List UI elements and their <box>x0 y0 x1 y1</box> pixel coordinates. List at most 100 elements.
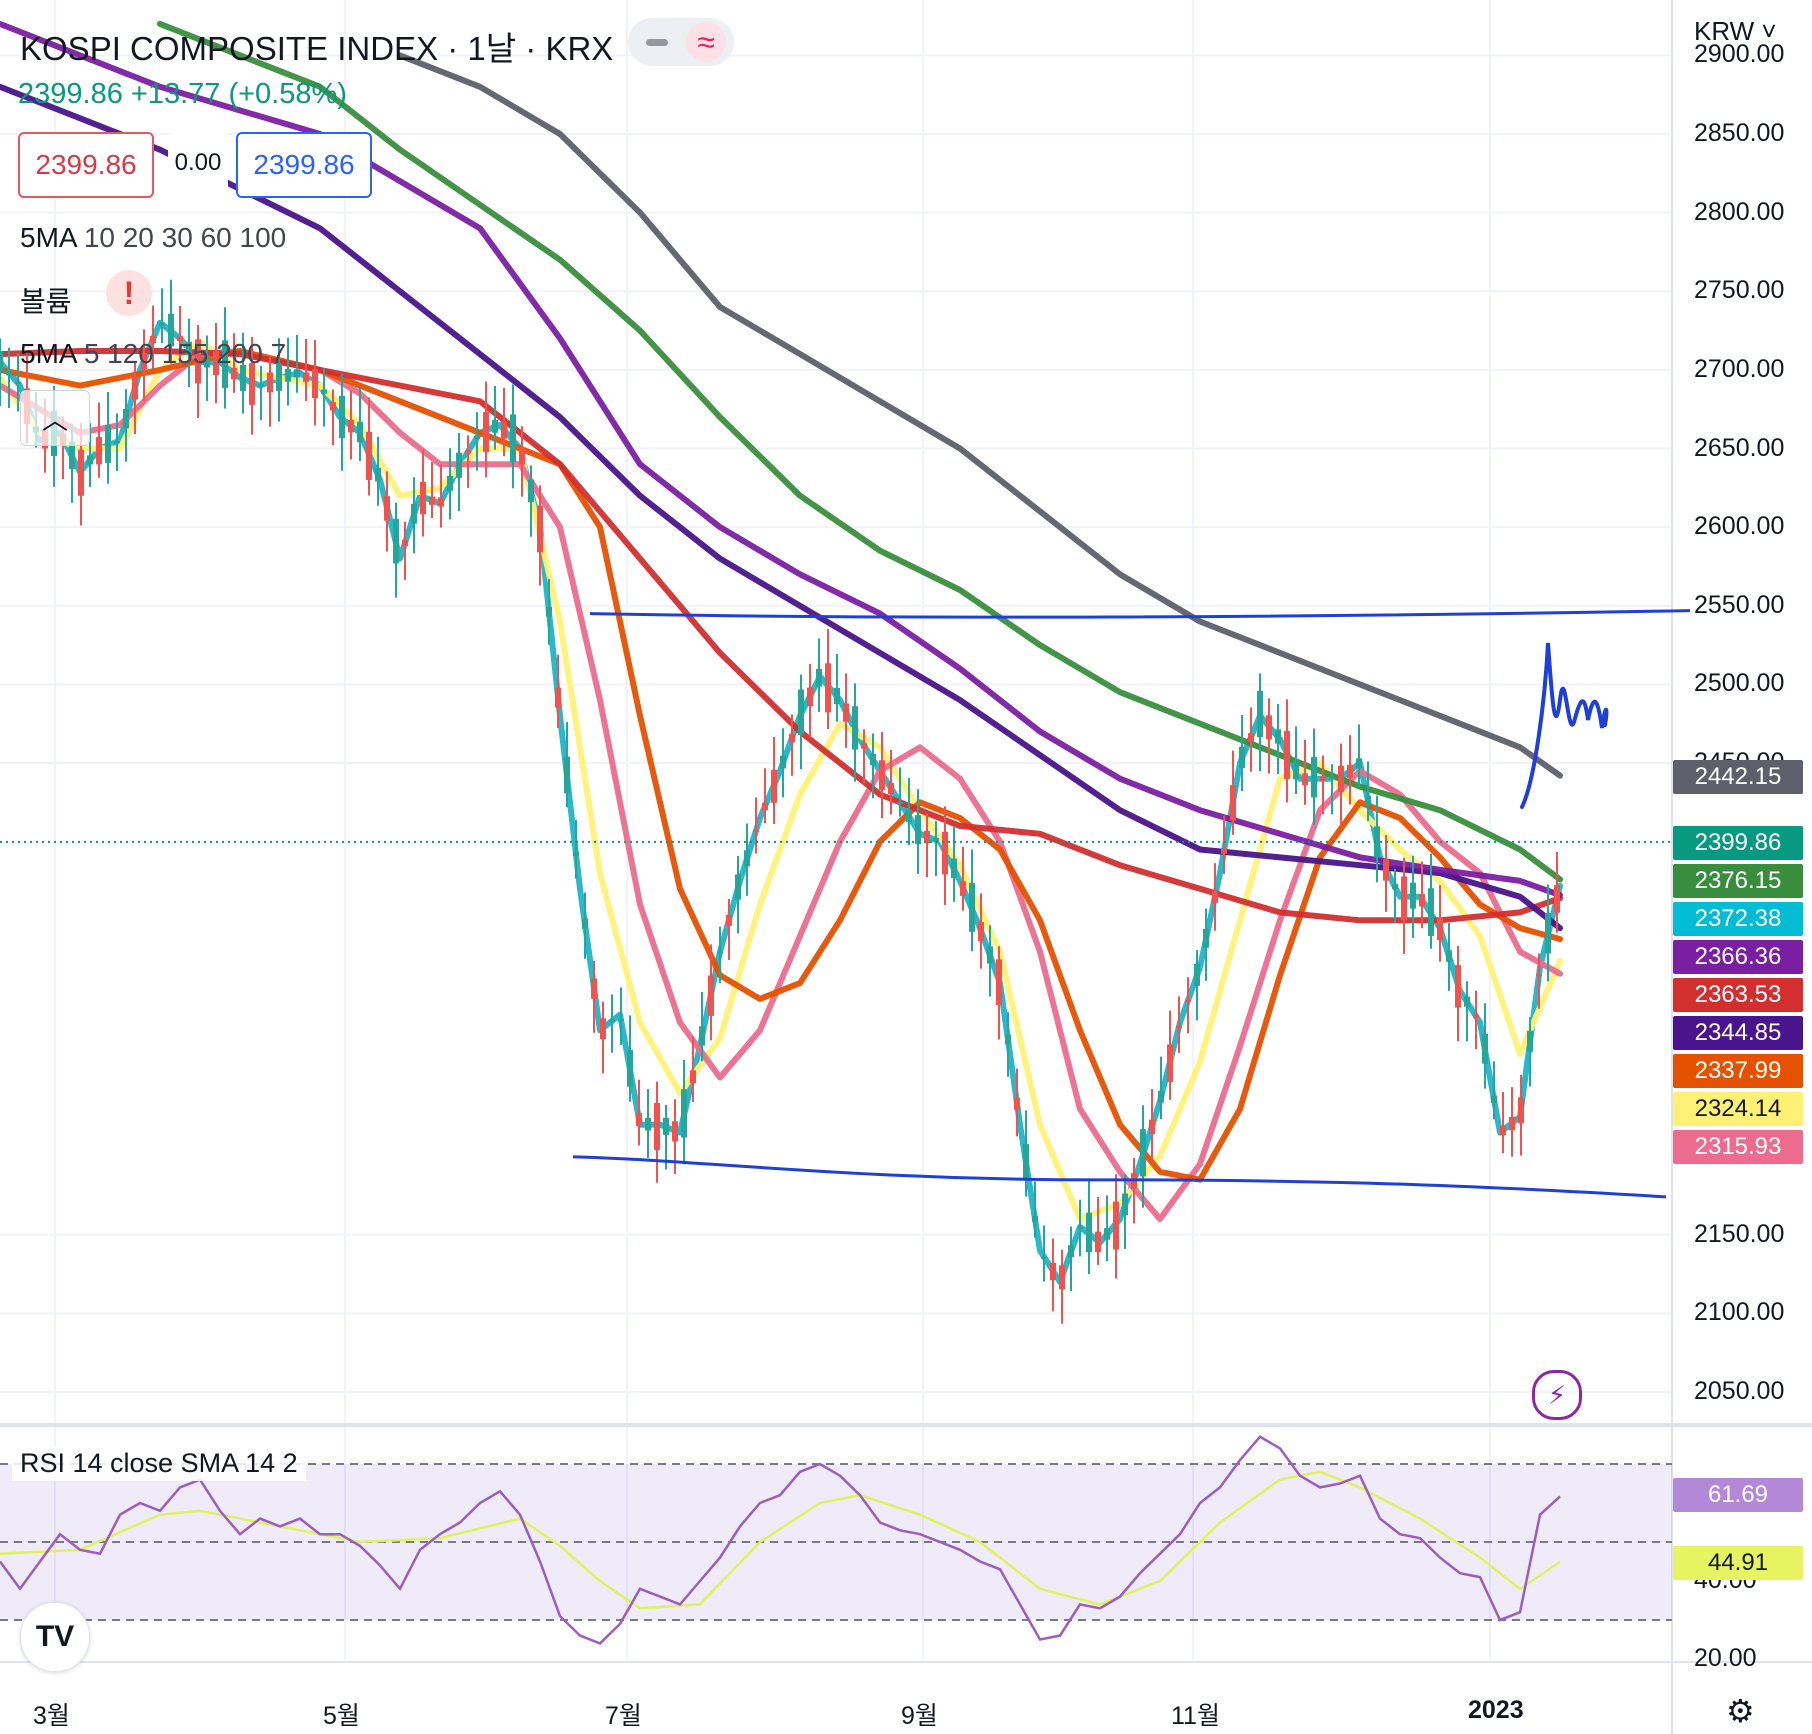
price-tag: 2337.99 <box>1673 1054 1803 1088</box>
price-tag: 2372.38 <box>1673 902 1803 936</box>
candle-body <box>870 753 876 766</box>
price-tick-label: 2500.00 <box>1694 669 1785 698</box>
candle-body <box>1302 773 1308 786</box>
candle-body <box>1419 894 1425 907</box>
price-tag: 2344.85 <box>1673 1016 1803 1050</box>
ma-line-9 <box>397 52 1563 779</box>
candle-body <box>1347 764 1353 778</box>
candle-body <box>1446 950 1452 962</box>
candle-body <box>501 421 507 439</box>
price-tag: 2442.15 <box>1673 760 1803 794</box>
gear-icon[interactable]: ⚙ <box>1726 1693 1755 1729</box>
candle-body <box>1320 776 1326 782</box>
rsi-legend[interactable]: RSI 14 close SMA 14 2 <box>12 1446 306 1481</box>
candle-body <box>1545 912 1551 954</box>
candle-body <box>1329 777 1335 780</box>
candle-body <box>996 959 1002 1005</box>
candle-body <box>1455 965 1461 1008</box>
candle-body <box>1284 731 1290 779</box>
candle-body <box>420 481 426 515</box>
candle-body <box>312 369 318 399</box>
candle-body <box>1527 1030 1533 1052</box>
candle-body <box>222 340 228 388</box>
candle-body <box>762 802 768 811</box>
candle-body <box>231 367 237 380</box>
candle-body <box>843 703 849 722</box>
candle-body <box>537 505 543 553</box>
candle-body <box>1401 876 1407 921</box>
candle-body <box>159 322 165 326</box>
rsi-value-tag: 61.69 <box>1673 1478 1803 1512</box>
candle-body <box>1176 1026 1182 1029</box>
candle-body <box>303 372 309 382</box>
candle-body <box>1473 1014 1479 1018</box>
candle-body <box>1068 1245 1074 1258</box>
candle-body <box>15 381 21 385</box>
candle-body <box>735 874 741 900</box>
price-tag: 2315.93 <box>1673 1130 1803 1164</box>
candle-body <box>906 809 912 823</box>
candle-body <box>933 837 939 842</box>
candle-body <box>1113 1201 1119 1250</box>
candle-body <box>96 437 102 465</box>
candle-body <box>789 733 795 743</box>
volume-label: 볼륨 <box>20 286 72 317</box>
candle-body <box>6 369 12 376</box>
ma-indicator-2-params: 5 120 155 200 7 <box>83 338 287 369</box>
candle-body <box>609 1019 615 1023</box>
warning-icon[interactable]: ! <box>106 270 152 316</box>
candle-body <box>1104 1228 1110 1240</box>
candle-body <box>411 503 417 524</box>
time-tick-label: 7월 <box>605 1702 642 1730</box>
wave-icon[interactable]: ≈ <box>686 22 726 62</box>
candle-body <box>114 441 120 444</box>
ma-indicator-2[interactable]: 5MA 5 120 155 200 7 <box>20 338 286 370</box>
candle-body <box>393 518 399 564</box>
candle-body <box>447 475 453 491</box>
candle-body <box>1149 1119 1155 1134</box>
tradingview-logo-icon[interactable]: TV <box>20 1602 90 1672</box>
candle-body <box>690 1070 696 1084</box>
candle-body <box>1005 1034 1011 1045</box>
candle-body <box>1050 1262 1056 1281</box>
candle-body <box>195 339 201 384</box>
candle-body <box>1536 974 1542 977</box>
candle-body <box>924 830 930 844</box>
symbol-title[interactable]: KOSPI COMPOSITE INDEX · 1날 · KRX <box>20 30 614 67</box>
candle-body <box>969 882 975 932</box>
ma-line-3 <box>0 348 1563 1222</box>
price-tag: 2324.14 <box>1673 1092 1803 1126</box>
candle-body <box>1392 884 1398 890</box>
candle-body <box>429 496 435 505</box>
buy-price-button[interactable]: 2399.86 <box>236 132 372 198</box>
price-change: +13.77 (+0.58%) <box>130 78 347 110</box>
candle-body <box>1275 729 1281 744</box>
candle-body <box>573 852 579 856</box>
header-toggle-pill[interactable]: ≈ <box>628 18 734 66</box>
currency-selector[interactable]: KRW ˅ <box>1694 16 1777 46</box>
ma-indicator-1[interactable]: 5MA 10 20 30 60 100 <box>20 222 286 254</box>
volume-indicator[interactable]: 볼륨 <box>20 280 72 320</box>
price-quote: 2399.86 +13.77 (+0.58%) <box>18 78 347 111</box>
candle-body <box>456 452 462 478</box>
chevron-up-icon[interactable]: ︿ <box>20 390 90 446</box>
lightning-icon[interactable]: ⚡ <box>1532 1370 1582 1420</box>
candle-body <box>915 815 921 844</box>
candle-body <box>1509 1116 1515 1131</box>
candle-body <box>816 669 822 687</box>
minus-icon[interactable] <box>646 38 668 46</box>
candle-body <box>402 540 408 547</box>
rsi-tick-label: 20.00 <box>1694 1644 1757 1672</box>
ma-line-5 <box>0 348 1563 924</box>
last-price: 2399.86 <box>18 78 123 110</box>
candle-body <box>1014 1098 1020 1110</box>
sell-price-button[interactable]: 2399.86 <box>18 132 154 198</box>
candle-body <box>1194 963 1200 986</box>
candle-body <box>78 449 84 496</box>
ma-indicator-1-name: 5MA <box>20 222 77 253</box>
candle-body <box>258 383 264 387</box>
price-tick-label: 2150.00 <box>1694 1219 1785 1248</box>
candle-body <box>546 606 552 617</box>
